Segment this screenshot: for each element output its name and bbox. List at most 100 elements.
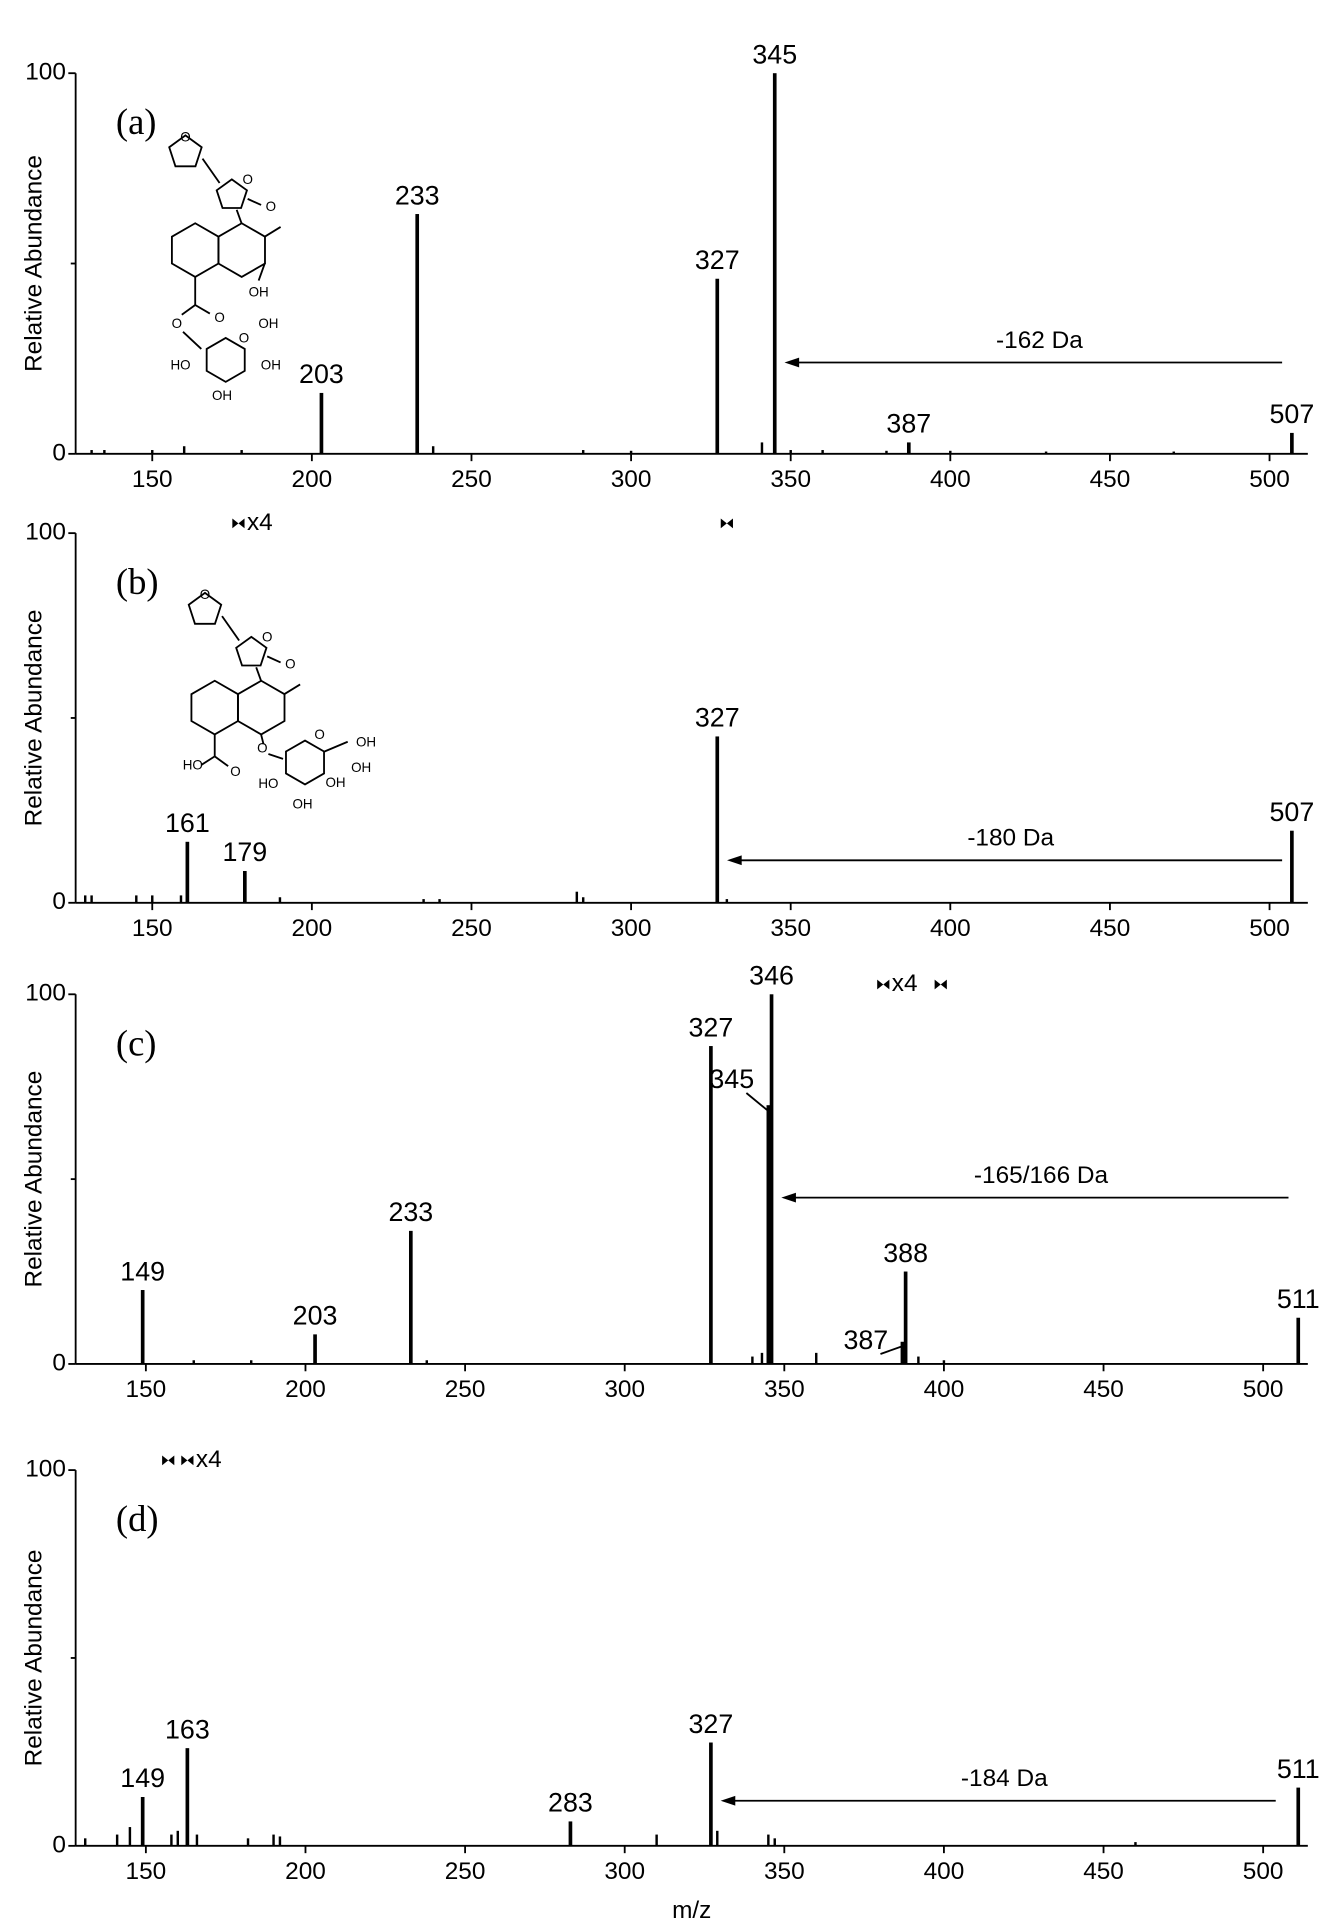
y-tick-label: 0 [52, 1831, 66, 1858]
leader-line [745, 1092, 768, 1111]
panel-label: (b) [116, 561, 159, 602]
x-tick-label: 500 [1249, 915, 1290, 942]
atom-label: OH [249, 284, 269, 299]
x-tick-label: 400 [924, 1376, 965, 1403]
y-tick-label: 100 [25, 1456, 66, 1483]
lactone-ring [215, 178, 249, 209]
ring [217, 222, 266, 278]
zoom-start [877, 979, 890, 990]
minor-peak [115, 1834, 119, 1846]
arrow-head [727, 855, 742, 866]
x-tick-label: 250 [451, 466, 492, 493]
minor-peak [128, 1827, 132, 1846]
minor-peak [278, 1836, 282, 1846]
minor-peak [815, 1352, 818, 1364]
minor-peak [581, 450, 585, 454]
peak-label: 149 [120, 1256, 165, 1286]
peak [408, 1230, 413, 1364]
peak [568, 1821, 573, 1846]
minor-peak [135, 895, 138, 903]
x-tick-label: 250 [445, 1376, 486, 1403]
minor-peak [942, 1360, 946, 1364]
x-tick-label: 400 [924, 1858, 965, 1885]
peak-label: 327 [689, 1709, 734, 1739]
bond [247, 198, 262, 206]
atom-label: OH [261, 358, 281, 373]
peak-label: 507 [1269, 797, 1314, 827]
x-tick-label: 200 [285, 1376, 326, 1403]
x-tick-label: 150 [126, 1376, 167, 1403]
bond [214, 755, 229, 767]
peak-label: 203 [293, 1301, 338, 1331]
panel-label: (d) [116, 1498, 159, 1539]
zoom-marker [877, 979, 884, 990]
x-tick-label: 300 [604, 1858, 645, 1885]
atom-label: HO [183, 758, 203, 773]
arrow-head [784, 357, 800, 368]
peak-label: 327 [695, 245, 740, 275]
bond [201, 158, 221, 184]
bond [324, 740, 349, 753]
minor-peak [192, 1360, 195, 1364]
zoom-marker [162, 1455, 169, 1466]
minor-peak [751, 1356, 754, 1364]
peak-label: 203 [299, 359, 344, 389]
sugar-ring [285, 739, 325, 786]
y-axis-label: Relative Abundance [20, 610, 47, 827]
peak [319, 392, 324, 454]
x-tick-label: 400 [930, 466, 971, 493]
zoom-end [720, 518, 733, 529]
minor-peak [760, 1352, 764, 1364]
x-tick-label: 250 [451, 915, 492, 942]
peak [140, 1797, 145, 1846]
minor-peak [151, 895, 154, 903]
bond [257, 263, 266, 281]
furan-ring [187, 591, 223, 625]
atom-label: O [200, 587, 210, 602]
peak [900, 1341, 905, 1364]
peak-label: 179 [222, 837, 267, 867]
y-tick-label: 100 [25, 519, 66, 546]
y-tick-label: 0 [52, 1349, 66, 1376]
minor-peak [422, 899, 425, 903]
x-tick-label: 300 [611, 466, 652, 493]
bond [235, 209, 243, 224]
atom-label: OH [351, 760, 371, 775]
minor-peak [90, 450, 93, 454]
minor-peak [767, 1834, 770, 1846]
atom-label: O [242, 172, 252, 187]
peak [709, 1742, 713, 1846]
zoom-marker [232, 518, 239, 529]
arrow-label: -184 Da [961, 1765, 1048, 1792]
furan-ring [168, 134, 203, 168]
x-tick-label: 200 [285, 1858, 326, 1885]
arrow-label: -162 Da [996, 327, 1083, 354]
x-tick-label: 450 [1083, 1858, 1124, 1885]
minor-peak [1134, 1842, 1137, 1846]
x-tick-label: 450 [1083, 1376, 1124, 1403]
zoom-start [162, 1455, 175, 1466]
atom-label: OH [212, 388, 232, 403]
minor-peak [655, 1834, 658, 1846]
zoom-marker [187, 1455, 194, 1466]
atom-label: O [314, 727, 324, 742]
peak-label: 283 [548, 1788, 593, 1818]
peak [313, 1334, 317, 1364]
minor-peak [949, 450, 952, 454]
peak [903, 1271, 908, 1364]
bond [283, 683, 301, 695]
x-tick-label: 200 [292, 915, 333, 942]
y-tick-label: 100 [25, 980, 66, 1007]
minor-peak [725, 899, 729, 903]
arrow-label: -180 Da [967, 825, 1054, 852]
peak-label: 345 [752, 39, 797, 69]
peak [185, 1748, 190, 1846]
minor-peak [246, 1838, 250, 1846]
atom-label: OH [293, 797, 313, 812]
bond [194, 304, 211, 315]
peak-label: 387 [886, 409, 931, 439]
x-tick-label: 350 [770, 915, 811, 942]
bond [221, 615, 240, 642]
ring [190, 679, 239, 736]
